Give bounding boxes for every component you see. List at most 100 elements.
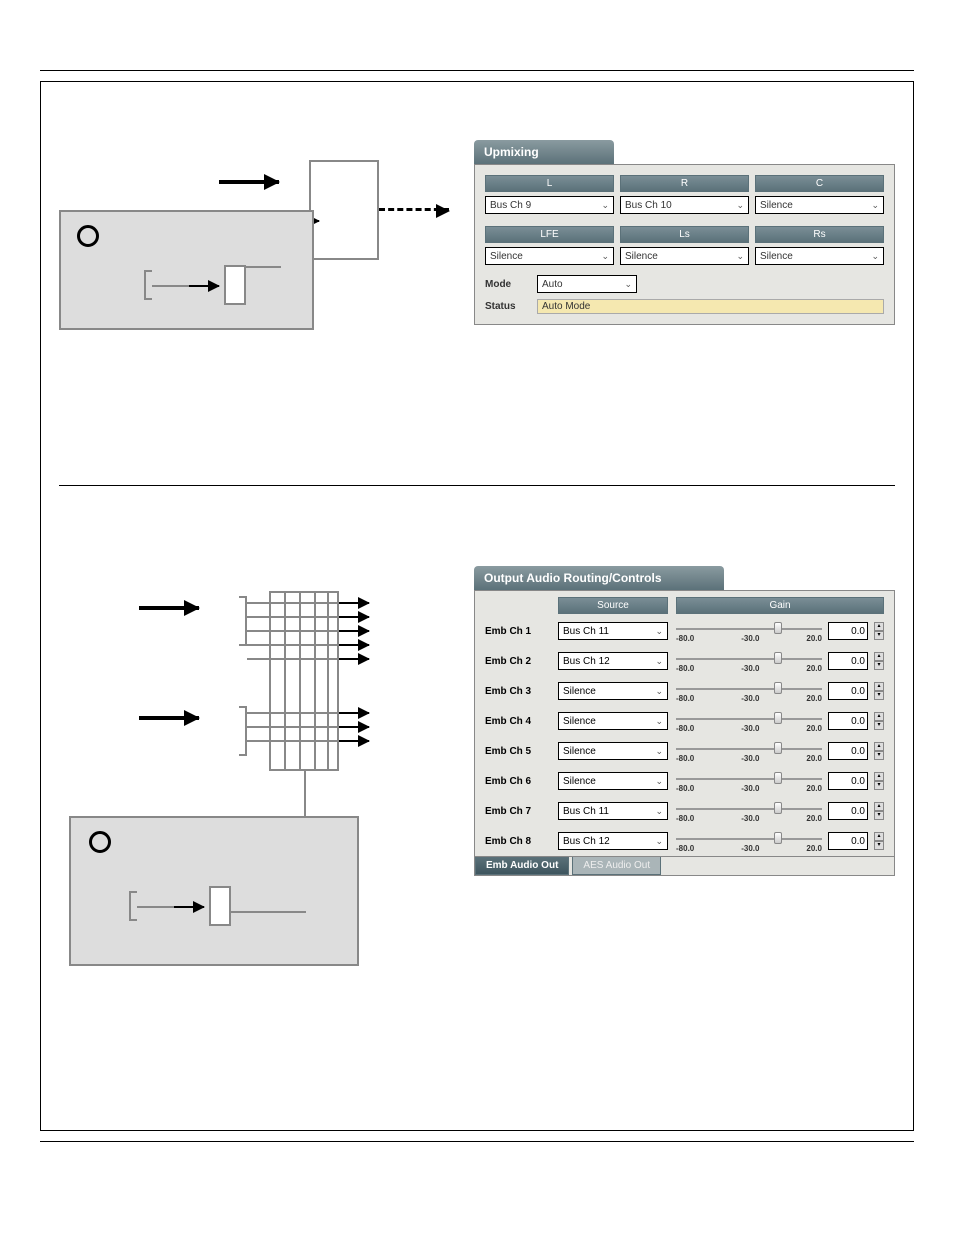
gain-value[interactable]: 0.0 <box>828 682 868 700</box>
routing-source-select[interactable]: Bus Ch 11⌄ <box>558 622 668 640</box>
spinner-up-icon[interactable]: ▴ <box>874 652 884 661</box>
tab-aes-audio-out[interactable]: AES Audio Out <box>572 857 661 875</box>
spinner-up-icon[interactable]: ▴ <box>874 712 884 721</box>
spinner-up-icon[interactable]: ▴ <box>874 742 884 751</box>
spinner-up-icon[interactable]: ▴ <box>874 682 884 691</box>
gain-value[interactable]: 0.0 <box>828 832 868 850</box>
gain-slider[interactable]: -80.0-30.020.0 <box>676 680 822 702</box>
spinner-down-icon[interactable]: ▾ <box>874 631 884 640</box>
routing-row-label: Emb Ch 1 <box>485 626 550 637</box>
gain-slider[interactable]: -80.0-30.020.0 <box>676 830 822 852</box>
gain-value[interactable]: 0.0 <box>828 742 868 760</box>
upmix-select-C[interactable]: Silence⌄ <box>755 196 884 214</box>
upmix-select-R[interactable]: Bus Ch 10⌄ <box>620 196 749 214</box>
spinner-up-icon[interactable]: ▴ <box>874 622 884 631</box>
gain-slider[interactable]: -80.0-30.020.0 <box>676 770 822 792</box>
routing-row-label: Emb Ch 3 <box>485 686 550 697</box>
gain-value[interactable]: 0.0 <box>828 802 868 820</box>
arrow-in-mid <box>139 716 199 720</box>
tab-emb-audio-out[interactable]: Emb Audio Out <box>475 857 569 875</box>
chevron-down-icon: ⌄ <box>655 626 663 637</box>
routing-row: Emb Ch 5Silence⌄-80.0-30.020.00.0▴▾ <box>475 736 894 766</box>
spinner-down-icon[interactable]: ▾ <box>874 781 884 790</box>
mx-line1 <box>247 602 339 604</box>
upmix-select-L[interactable]: Bus Ch 9⌄ <box>485 196 614 214</box>
mx-line4 <box>247 644 339 646</box>
gain-value[interactable]: 0.0 <box>828 652 868 670</box>
spinner-down-icon[interactable]: ▾ <box>874 661 884 670</box>
routing-source-select[interactable]: Bus Ch 11⌄ <box>558 802 668 820</box>
gain-spinner[interactable]: ▴▾ <box>874 802 884 820</box>
upmix-select-Ls-value: Silence <box>625 251 658 262</box>
upmix-select-Rs[interactable]: Silence⌄ <box>755 247 884 265</box>
mx-line3 <box>247 630 339 632</box>
upmix-select-R-value: Bus Ch 10 <box>625 200 672 211</box>
gain-spinner[interactable]: ▴▾ <box>874 742 884 760</box>
routing-row: Emb Ch 8 Bus Ch 12⌄ -80.0-30.020.0 0.0 ▴▾ <box>475 826 894 856</box>
routing-row-label: Emb Ch 6 <box>485 776 550 787</box>
gain-slider[interactable]: -80.0-30.020.0 <box>676 620 822 642</box>
outer-box: Upmixing L R C Bus Ch 9⌄ Bus Ch 10⌄ Sile… <box>40 81 914 1131</box>
gain-slider[interactable]: -80.0-30.020.0 <box>676 800 822 822</box>
gain-slider[interactable]: -80.0-30.020.0 <box>676 650 822 672</box>
chevron-down-icon: ⌄ <box>655 746 663 757</box>
gain-spinner[interactable]: ▴▾ <box>874 622 884 640</box>
spinner-down-icon[interactable]: ▾ <box>874 721 884 730</box>
gain-value[interactable]: 0.0 <box>828 772 868 790</box>
routing-source-select[interactable]: Silence⌄ <box>558 712 668 730</box>
mode-select[interactable]: Auto⌄ <box>537 275 637 293</box>
spinner-down-icon[interactable]: ▾ <box>874 691 884 700</box>
routing-panel-col: Output Audio Routing/Controls Source Gai… <box>474 566 895 1026</box>
spinner-up-icon[interactable]: ▴ <box>874 772 884 781</box>
mx-line5 <box>247 658 339 660</box>
routing-row: Emb Ch 3 Silence⌄ -80.0-30.020.0 0.0 ▴▾ <box>475 676 894 706</box>
routing-source-select[interactable]: Bus Ch 12⌄ <box>558 832 668 850</box>
mx-v1 <box>284 591 286 771</box>
upmix-select-LFE-value: Silence <box>490 251 523 262</box>
spinner-down-icon[interactable]: ▾ <box>874 841 884 850</box>
diagram-routing <box>59 566 459 1026</box>
gain-spinner[interactable]: ▴▾ <box>874 772 884 790</box>
chevron-down-icon: ⌄ <box>624 279 632 290</box>
gain-spinner[interactable]: ▴▾ <box>874 652 884 670</box>
mx-line6 <box>247 712 339 714</box>
gain-spinner[interactable]: ▴▾ <box>874 712 884 730</box>
mx-out8 <box>339 740 369 742</box>
gain-spinner[interactable]: ▴▾ <box>874 682 884 700</box>
chevron-down-icon: ⌄ <box>655 776 663 787</box>
routing-source-select[interactable]: Bus Ch 12⌄ <box>558 652 668 670</box>
routing-source-select[interactable]: Silence⌄ <box>558 772 668 790</box>
gain-value[interactable]: 0.0 <box>828 712 868 730</box>
upmix-select-Ls[interactable]: Silence⌄ <box>620 247 749 265</box>
routing-row-label: Emb Ch 8 <box>485 836 550 847</box>
gain-spinner[interactable]: ▴▾ <box>874 832 884 850</box>
routing-source-value: Silence <box>563 686 596 697</box>
line-out-gray2 <box>231 911 306 913</box>
mx-line8 <box>247 740 339 742</box>
spinner-up-icon[interactable]: ▴ <box>874 832 884 841</box>
routing-source-select[interactable]: Silence⌄ <box>558 682 668 700</box>
line-out-small-1 <box>246 266 281 268</box>
mx-v2 <box>299 591 301 771</box>
chevron-down-icon: ⌄ <box>871 251 879 262</box>
routing-row-label: Emb Ch 2 <box>485 656 550 667</box>
process-block <box>309 160 379 260</box>
gain-value[interactable]: 0.0 <box>828 622 868 640</box>
routing-source-value: Bus Ch 11 <box>563 806 609 817</box>
spinner-down-icon[interactable]: ▾ <box>874 751 884 760</box>
upmix-select-LFE[interactable]: Silence ⌄ <box>485 247 614 265</box>
chevron-down-icon: ⌄ <box>601 251 609 262</box>
spinner-down-icon[interactable]: ▾ <box>874 811 884 820</box>
header-gain: Gain <box>676 597 884 614</box>
gain-slider[interactable]: -80.0-30.020.0 <box>676 740 822 762</box>
routing-row-label: Emb Ch 7 <box>485 806 550 817</box>
routing-source-select[interactable]: Silence⌄ <box>558 742 668 760</box>
mx-line7 <box>247 726 339 728</box>
bottom-rule <box>40 1141 914 1142</box>
upmix-hdr-Rs: Rs <box>755 226 884 243</box>
bracket-1 <box>144 270 152 300</box>
spinner-up-icon[interactable]: ▴ <box>874 802 884 811</box>
upmix-hdr-C: C <box>755 175 884 192</box>
arrow-into-small-1 <box>189 285 219 287</box>
gain-slider[interactable]: -80.0-30.020.0 <box>676 710 822 732</box>
